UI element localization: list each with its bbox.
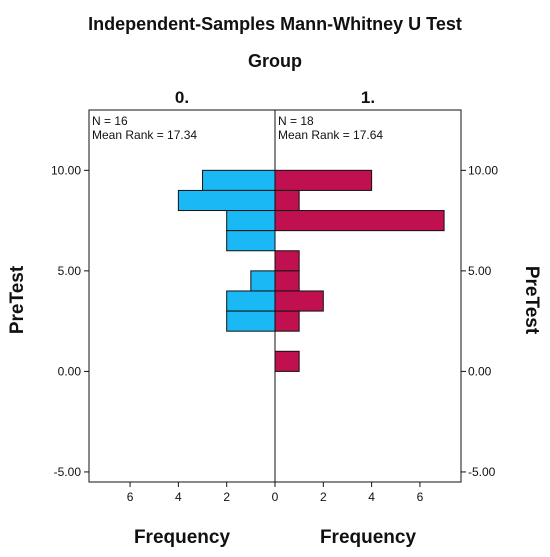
histogram-bar-right-3	[274, 250, 300, 272]
x-tick-label: 2	[320, 490, 327, 504]
histogram-bar-right-0	[274, 169, 373, 191]
histogram-bar-left-0	[202, 169, 276, 191]
x-axis: 6 4 2 0 2 4 6	[127, 482, 424, 504]
group-right-mean-rank: Mean Rank = 17.64	[278, 128, 383, 142]
group-right-n: N = 18	[278, 114, 314, 128]
histogram-bar-left-2	[226, 210, 276, 232]
histogram-bar-left-4	[250, 270, 276, 292]
x-axis-title-left: Frequency	[134, 527, 231, 548]
y-axis-left: 10.00 5.00 0.00 -5.00	[51, 163, 89, 479]
y-tick-label-left: 0.00	[58, 364, 82, 378]
y-tick-label-left: 5.00	[58, 264, 82, 278]
x-axis-title-right: Frequency	[320, 527, 417, 548]
group-left-n: N = 16	[92, 114, 128, 128]
y-tick-label-left: 10.00	[51, 163, 81, 177]
x-tick-label: 0	[272, 490, 279, 504]
y-tick-label-left: -5.00	[54, 465, 82, 479]
y-tick-label-right: 10.00	[468, 163, 498, 177]
histogram-bar-right-4	[274, 270, 300, 292]
histogram-bar-left-5	[226, 290, 276, 312]
x-tick-label: 4	[175, 490, 182, 504]
histogram-bars	[177, 169, 445, 372]
histogram-bar-left-1	[177, 189, 276, 212]
chart-title: Independent-Samples Mann-Whitney U Test	[88, 14, 462, 34]
histogram-bar-left-3	[226, 230, 276, 252]
histogram-bar-right-6	[274, 310, 300, 332]
chart-subtitle: Group	[248, 51, 302, 71]
histogram-bar-right-2	[274, 210, 445, 232]
histogram-bar-left-6	[226, 310, 276, 332]
group-left-mean-rank: Mean Rank = 17.34	[92, 128, 197, 142]
x-tick-label: 4	[368, 490, 375, 504]
y-axis-right: 10.00 5.00 0.00 -5.00	[461, 163, 498, 479]
x-tick-label: 6	[127, 490, 134, 504]
y-tick-label-right: -5.00	[468, 465, 496, 479]
histogram-bar-right-5	[274, 290, 324, 312]
x-tick-label: 2	[223, 490, 230, 504]
y-tick-label-right: 5.00	[468, 264, 492, 278]
y-axis-title-left: PreTest	[7, 265, 28, 334]
group-label-right: 1.	[361, 88, 375, 107]
y-axis-title-right: PreTest	[521, 266, 542, 335]
histogram-bar-right-7	[274, 350, 300, 372]
histogram-bar-right-1	[274, 189, 300, 212]
group-label-left: 0.	[175, 88, 189, 107]
y-tick-label-right: 0.00	[468, 364, 492, 378]
x-tick-label: 6	[417, 490, 424, 504]
